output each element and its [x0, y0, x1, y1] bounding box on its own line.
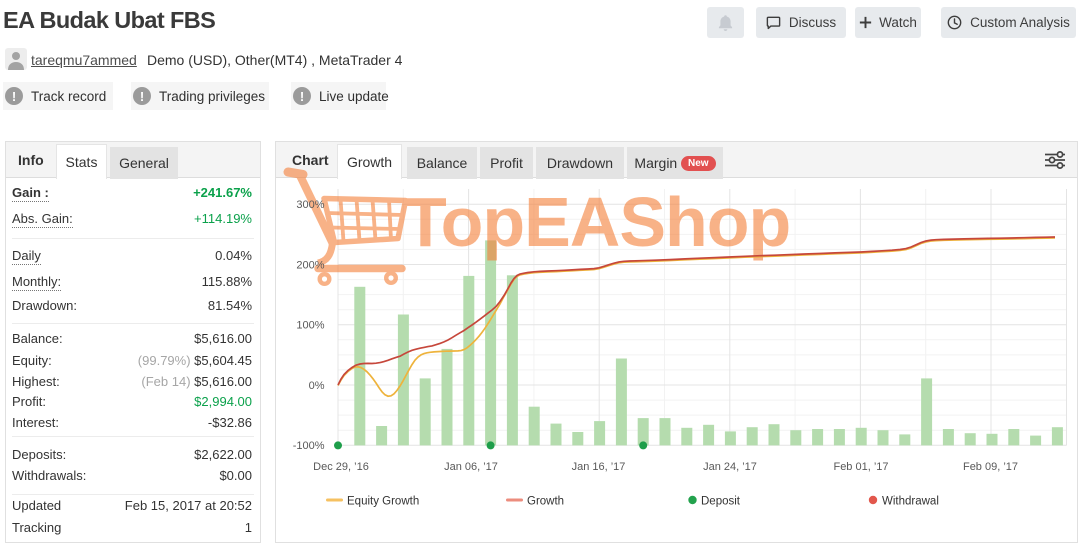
svg-text:Jan 24, ’17: Jan 24, ’17 — [703, 461, 757, 473]
svg-text:200%: 200% — [296, 259, 324, 271]
svg-text:Deposit: Deposit — [701, 496, 741, 508]
svg-text:0%: 0% — [309, 380, 325, 392]
svg-text:TopEAShop: TopEAShop — [404, 183, 790, 261]
svg-text:-100%: -100% — [293, 440, 325, 452]
svg-text:Jan 06, ’17: Jan 06, ’17 — [444, 461, 498, 473]
svg-text:Feb 01, ’17: Feb 01, ’17 — [833, 461, 888, 473]
svg-text:Withdrawal: Withdrawal — [882, 496, 939, 508]
svg-text:Growth: Growth — [527, 496, 564, 508]
svg-text:100%: 100% — [296, 320, 324, 332]
svg-text:300%: 300% — [296, 199, 324, 211]
svg-text:Dec 29, ’16: Dec 29, ’16 — [313, 461, 369, 473]
svg-text:Equity Growth: Equity Growth — [347, 496, 419, 508]
svg-text:Feb 09, ’17: Feb 09, ’17 — [963, 461, 1018, 473]
svg-text:Jan 16, ’17: Jan 16, ’17 — [572, 461, 626, 473]
